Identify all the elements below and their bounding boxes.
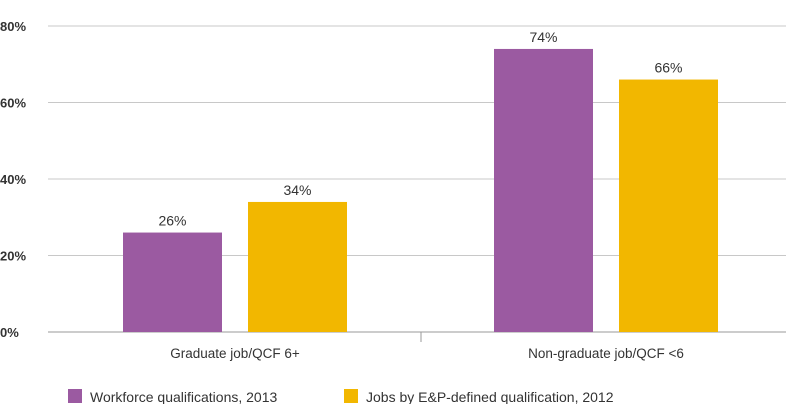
data-labels: 26% 34% 74% 66% <box>158 29 682 229</box>
data-label-0-0: 26% <box>158 213 186 229</box>
legend-swatch-1 <box>344 389 358 403</box>
y-axis-tick-labels: 0% 20% 40% 60% 80% <box>0 19 26 340</box>
data-label-0-1: 34% <box>283 182 311 198</box>
x-axis: Graduate job/QCF 6+ Non-graduate job/QCF … <box>170 332 684 361</box>
legend-swatch-0 <box>68 389 82 403</box>
bar-1-1 <box>619 79 718 332</box>
y-tick-label-4: 80% <box>0 19 26 34</box>
bar-1-0 <box>494 48 593 332</box>
bar-0-0 <box>123 232 222 332</box>
bar-0-1 <box>248 201 347 332</box>
y-tick-label-0: 0% <box>0 325 19 340</box>
y-tick-label-3: 60% <box>0 96 26 111</box>
legend-label-1: Jobs by E&P-defined qualification, 2012 <box>366 389 614 404</box>
y-tick-label-1: 20% <box>0 249 26 264</box>
legend-label-0: Workforce qualifications, 2013 <box>90 389 277 404</box>
legend: Workforce qualifications, 2013 Jobs by E&… <box>68 389 614 404</box>
x-category-label-1: Non-graduate job/QCF <6 <box>528 346 684 361</box>
data-label-1-0: 74% <box>529 29 557 45</box>
bars <box>123 48 718 332</box>
x-category-label-0: Graduate job/QCF 6+ <box>170 346 300 361</box>
y-tick-label-2: 40% <box>0 172 26 187</box>
data-label-1-1: 66% <box>654 60 682 76</box>
